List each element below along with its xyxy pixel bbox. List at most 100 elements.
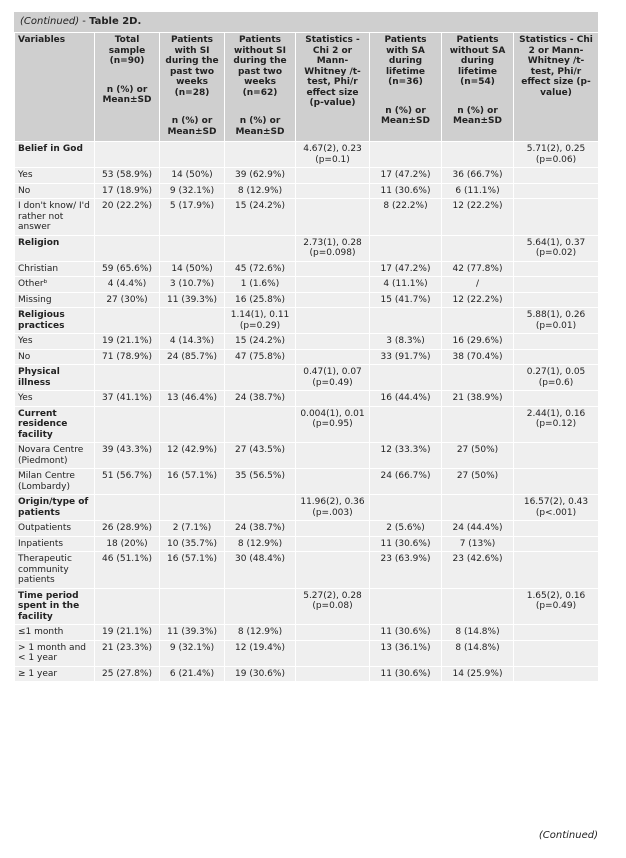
table-cell: 16 (57.1%) — [159, 468, 225, 495]
table-cell: 16 (29.6%) — [441, 333, 514, 350]
header-without-sa: Patients without SA during lifetime (n=5… — [441, 32, 514, 142]
table-cell: 0.004(1), 0.01 (p=0.95) — [295, 405, 370, 443]
table-cell: 16 (44.4%) — [369, 390, 442, 407]
caption-title: Table 2D. — [89, 16, 142, 27]
table-cell: 36 (66.7%) — [441, 167, 514, 184]
table-cell — [513, 167, 599, 184]
table-cell: 5.64(1), 0.37 (p=0.02) — [513, 234, 599, 262]
table-cell: 21 (23.3%) — [94, 639, 160, 667]
table-cell: 5.27(2), 0.28 (p=0.08) — [295, 587, 370, 625]
table-row: Novara Centre (Piedmont) 39 (43.3%) 12 (42… — [14, 442, 599, 469]
table-cell: 47 (75.8%) — [224, 348, 296, 365]
row-label: Christian — [14, 260, 95, 277]
table-cell: 1.14(1), 0.11 (p=0.29) — [224, 307, 296, 334]
table-caption: (Continued) - Table 2D. — [14, 12, 598, 32]
row-label: Outpatients — [14, 520, 95, 537]
table-row: ≥ 1 year 25 (27.8%) 6 (21.4%) 19 (30.6%) 11 … — [14, 665, 599, 682]
table-cell — [159, 141, 225, 168]
table-cell — [295, 535, 370, 552]
table-row: Milan Centre (Lombardy) 51 (56.7%) 16 (57.… — [14, 468, 599, 495]
table-row: Outpatients 26 (28.9%) 2 (7.1%) 24 (38.7%) 2… — [14, 520, 599, 537]
table-cell: 19 (21.1%) — [94, 333, 160, 350]
table-cell — [441, 405, 514, 443]
table-cell — [369, 587, 442, 625]
data-table: Variables Total sample (n=90) n (%) or Me… — [14, 32, 599, 682]
table-cell — [159, 405, 225, 443]
table-cell: 2.73(1), 0.28 (p=0.098) — [295, 234, 370, 262]
table-cell: 3 (10.7%) — [159, 276, 225, 293]
table-cell: 4 (11.1%) — [369, 276, 442, 293]
table-cell: 21 (38.9%) — [441, 390, 514, 407]
table-cell: 17 (47.2%) — [369, 167, 442, 184]
section-row: Physical illness 0.47(1), 0.07 (p=0.49) 0.… — [14, 364, 599, 391]
table-cell: 5 (17.9%) — [159, 198, 225, 236]
table-cell — [94, 405, 160, 443]
section-row: Belief in God 4.67(2), 0.23 (p=0.1) 5.71(2… — [14, 141, 599, 168]
table-cell: 4.67(2), 0.23 (p=0.1) — [295, 141, 370, 168]
table-cell: 20 (22.2%) — [94, 198, 160, 236]
table-cell: 30 (48.4%) — [224, 551, 296, 589]
header-with-sa: Patients with SA during lifetime (n=36) n… — [369, 32, 442, 142]
table-cell — [159, 234, 225, 262]
table-cell: 11 (30.6%) — [369, 665, 442, 682]
table-cell — [295, 348, 370, 365]
table-cell: 8 (22.2%) — [369, 198, 442, 236]
table-cell — [295, 624, 370, 641]
table-cell: 19 (21.1%) — [94, 624, 160, 641]
table-cell: 9 (32.1%) — [159, 639, 225, 667]
table-cell: 27 (43.5%) — [224, 442, 296, 469]
table-cell — [295, 333, 370, 350]
table-cell — [224, 587, 296, 625]
table-cell: 9 (32.1%) — [159, 182, 225, 199]
table-cell: 18 (20%) — [94, 535, 160, 552]
table-cell: 7 (13%) — [441, 535, 514, 552]
table-cell: 24 (38.7%) — [224, 390, 296, 407]
table-cell: 10 (35.7%) — [159, 535, 225, 552]
table-cell — [295, 665, 370, 682]
table-cell: 12 (42.9%) — [159, 442, 225, 469]
table-cell — [441, 587, 514, 625]
table-cell: 27 (50%) — [441, 468, 514, 495]
table-cell: 27 (50%) — [441, 442, 514, 469]
table-cell — [295, 167, 370, 184]
row-label: Therapeutic community patients — [14, 551, 95, 589]
row-label: Otherᵇ — [14, 276, 95, 293]
table-cell: 8 (12.9%) — [224, 182, 296, 199]
table-row: I don't know/ I'd rather not answer 20 (2… — [14, 198, 599, 236]
table-cell: 12 (19.4%) — [224, 639, 296, 667]
table-cell: 46 (51.1%) — [94, 551, 160, 589]
table-cell: 11 (30.6%) — [369, 624, 442, 641]
table-cell: 13 (46.4%) — [159, 390, 225, 407]
table-cell — [369, 364, 442, 391]
header-statistics-sa: Statistics - Chi 2 or Mann-Whitney /t-te… — [513, 32, 599, 142]
table-cell: 24 (85.7%) — [159, 348, 225, 365]
table-cell: 3 (8.3%) — [369, 333, 442, 350]
table-cell — [369, 405, 442, 443]
table-cell — [513, 624, 599, 641]
table-row: Christian 59 (65.6%) 14 (50%) 45 (72.6%) 17 … — [14, 260, 599, 277]
table-row: Otherᵇ 4 (4.4%) 3 (10.7%) 1 (1.6%) 4 (11.1%)… — [14, 276, 599, 293]
table-cell: 33 (91.7%) — [369, 348, 442, 365]
table-cell: 17 (47.2%) — [369, 260, 442, 277]
table-cell — [224, 364, 296, 391]
table-body: Belief in God 4.67(2), 0.23 (p=0.1) 5.71(2… — [14, 141, 599, 682]
table-cell: 16 (57.1%) — [159, 551, 225, 589]
table-row: No 71 (78.9%) 24 (85.7%) 47 (75.8%) 33 (91.7… — [14, 348, 599, 365]
section-row: Origin/type of patients 11.96(2), 0.36 (p… — [14, 494, 599, 521]
table-cell: 59 (65.6%) — [94, 260, 160, 277]
table-cell: 2.44(1), 0.16 (p=0.12) — [513, 405, 599, 443]
table-cell: 15 (24.2%) — [224, 333, 296, 350]
table-cell: 16.57(2), 0.43 (p<.001) — [513, 494, 599, 521]
table-cell: 11 (39.3%) — [159, 624, 225, 641]
header-variables: Variables — [14, 32, 95, 142]
header-sub-label: n (%) or Mean±SD — [452, 105, 503, 127]
table-cell — [441, 364, 514, 391]
table-cell — [295, 551, 370, 589]
table-cell: 8 (12.9%) — [224, 624, 296, 641]
table-cell — [441, 234, 514, 262]
table-cell: 8 (14.8%) — [441, 639, 514, 667]
table-container: (Continued) - Table 2D. Variables Total … — [14, 12, 599, 682]
table-cell — [441, 307, 514, 334]
row-label: Origin/type of patients — [14, 494, 95, 521]
table-cell — [295, 291, 370, 308]
